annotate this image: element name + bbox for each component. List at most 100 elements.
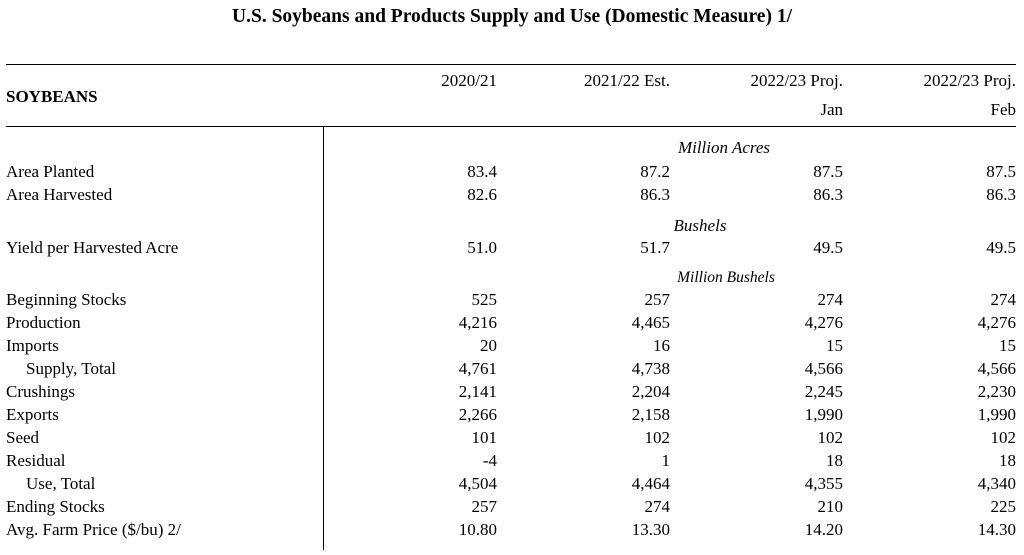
table-row-supply-total: Supply, Total 4,761 4,738 4,566 4,566 xyxy=(0,357,1024,380)
unit-bushels: Bushels xyxy=(673,216,727,235)
cell-2020-21: 525 xyxy=(471,290,498,309)
row-label: Ending Stocks xyxy=(6,497,105,516)
cell-2022-23-feb: 4,566 xyxy=(977,359,1016,378)
cell-2022-23-jan: 102 xyxy=(817,428,844,447)
unit-million-acres: Million Acres xyxy=(677,138,771,157)
row-label: Avg. Farm Price ($/bu) 2/ xyxy=(6,520,181,539)
cell-2021-22: 4,464 xyxy=(631,474,670,493)
cell-2021-22: 87.2 xyxy=(640,162,670,181)
cell-2021-22: 2,204 xyxy=(631,382,670,401)
row-label: Residual xyxy=(6,451,66,470)
table-row-area-planted: Area Planted 83.4 87.2 87.5 87.5 xyxy=(0,160,1024,183)
cell-2021-22: 16 xyxy=(653,336,670,355)
cell-2022-23-feb: 18 xyxy=(999,451,1016,470)
row-label: Supply, Total xyxy=(26,359,116,378)
cell-2021-22: 2,158 xyxy=(631,405,670,424)
table-row-use-total: Use, Total 4,504 4,464 4,355 4,340 xyxy=(0,472,1024,495)
cell-2022-23-jan: 86.3 xyxy=(813,185,843,204)
column-header-2022-23-jan: 2022/23 Proj. Jan xyxy=(750,70,843,121)
cell-2020-21: 20 xyxy=(480,336,497,355)
row-label: Crushings xyxy=(6,382,75,401)
table-row-seed: Seed 101 102 102 102 xyxy=(0,426,1024,449)
cell-2021-22: 86.3 xyxy=(640,185,670,204)
cell-2022-23-jan: 18 xyxy=(826,451,843,470)
cell-2021-22: 274 xyxy=(644,497,671,516)
table-row-production: Production 4,216 4,465 4,276 4,276 xyxy=(0,311,1024,334)
column-header-2022-23-feb: 2022/23 Proj. Feb xyxy=(923,70,1016,121)
column-header-line1: 2022/23 Proj. xyxy=(750,71,843,90)
table-title: U.S. Soybeans and Products Supply and Us… xyxy=(232,6,792,27)
cell-2020-21: 51.0 xyxy=(467,238,497,257)
cell-2021-22: 51.7 xyxy=(640,238,670,257)
label-divider xyxy=(323,127,324,550)
cell-2022-23-feb: 102 xyxy=(990,428,1017,447)
cell-2022-23-jan: 2,245 xyxy=(804,382,843,401)
table-row-area-harvested: Area Harvested 82.6 86.3 86.3 86.3 xyxy=(0,183,1024,206)
row-label: Area Harvested xyxy=(6,185,113,204)
cell-2020-21: 82.6 xyxy=(467,185,497,204)
cell-2021-22: 257 xyxy=(644,290,671,309)
cell-2022-23-jan: 14.20 xyxy=(804,520,843,539)
cell-2022-23-jan: 87.5 xyxy=(813,162,843,181)
row-label: Exports xyxy=(6,405,59,424)
row-label: Production xyxy=(6,313,81,332)
cell-2022-23-jan: 4,355 xyxy=(804,474,843,493)
cell-2022-23-feb: 4,276 xyxy=(977,313,1016,332)
cell-2021-22: 4,738 xyxy=(631,359,670,378)
row-label: Seed xyxy=(6,428,40,447)
cell-2020-21: 4,504 xyxy=(458,474,497,493)
cell-2022-23-feb: 2,230 xyxy=(977,382,1016,401)
cell-2020-21: 101 xyxy=(471,428,498,447)
table-row-ending-stocks: Ending Stocks 257 274 210 225 xyxy=(0,495,1024,518)
column-header-line2: Jan xyxy=(820,100,843,119)
row-label: Use, Total xyxy=(26,474,96,493)
column-header-line1: 2021/22 Est. xyxy=(584,71,670,90)
cell-2022-23-jan: 15 xyxy=(826,336,843,355)
cell-2022-23-feb: 15 xyxy=(999,336,1016,355)
cell-2022-23-jan: 49.5 xyxy=(813,238,843,257)
table-row-avg-farm-price: Avg. Farm Price ($/bu) 2/ 10.80 13.30 14… xyxy=(0,518,1024,541)
cell-2021-22: 1 xyxy=(661,451,671,470)
cell-2022-23-feb: 225 xyxy=(990,497,1017,516)
cell-2020-21: 4,761 xyxy=(458,359,497,378)
cell-2022-23-feb: 49.5 xyxy=(986,238,1016,257)
cell-2020-21: 10.80 xyxy=(458,520,497,539)
row-label: Beginning Stocks xyxy=(6,290,127,309)
cell-2020-21: 257 xyxy=(471,497,498,516)
cell-2022-23-jan: 210 xyxy=(817,497,844,516)
cell-2020-21: 2,141 xyxy=(458,382,497,401)
table-row-imports: Imports 20 16 15 15 xyxy=(0,334,1024,357)
table-row-exports: Exports 2,266 2,158 1,990 1,990 xyxy=(0,403,1024,426)
cell-2021-22: 13.30 xyxy=(631,520,670,539)
row-label: Yield per Harvested Acre xyxy=(6,238,179,257)
table-row-residual: Residual -4 1 18 18 xyxy=(0,449,1024,472)
section-label: SOYBEANS xyxy=(6,87,98,106)
cell-2021-22: 4,465 xyxy=(631,313,670,332)
row-label: Imports xyxy=(6,336,59,355)
header-rule xyxy=(6,126,1016,127)
top-rule xyxy=(6,64,1016,65)
cell-2022-23-jan: 4,566 xyxy=(804,359,843,378)
cell-2022-23-feb: 86.3 xyxy=(986,185,1016,204)
cell-2020-21: -4 xyxy=(482,451,497,470)
cell-2022-23-jan: 4,276 xyxy=(804,313,843,332)
cell-2022-23-jan: 274 xyxy=(817,290,844,309)
cell-2020-21: 4,216 xyxy=(458,313,497,332)
cell-2022-23-feb: 4,340 xyxy=(977,474,1016,493)
column-header-2020-21: 2020/21 xyxy=(441,70,497,92)
cell-2021-22: 102 xyxy=(644,428,671,447)
cell-2022-23-jan: 1,990 xyxy=(804,405,843,424)
column-header-2021-22: 2021/22 Est. xyxy=(584,70,670,92)
table-row-beginning-stocks: Beginning Stocks 525 257 274 274 xyxy=(0,288,1024,311)
table-row-yield: Yield per Harvested Acre 51.0 51.7 49.5 … xyxy=(0,236,1024,259)
cell-2022-23-feb: 1,990 xyxy=(977,405,1016,424)
row-label: Area Planted xyxy=(6,162,95,181)
cell-2022-23-feb: 14.30 xyxy=(977,520,1016,539)
column-header-line1: 2022/23 Proj. xyxy=(923,71,1016,90)
cell-2020-21: 2,266 xyxy=(458,405,497,424)
cell-2022-23-feb: 87.5 xyxy=(986,162,1016,181)
table-row-crushings: Crushings 2,141 2,204 2,245 2,230 xyxy=(0,380,1024,403)
column-header-line2: Feb xyxy=(990,100,1017,119)
unit-million-bushels: Million Bushels xyxy=(677,269,775,286)
cell-2022-23-feb: 274 xyxy=(990,290,1017,309)
